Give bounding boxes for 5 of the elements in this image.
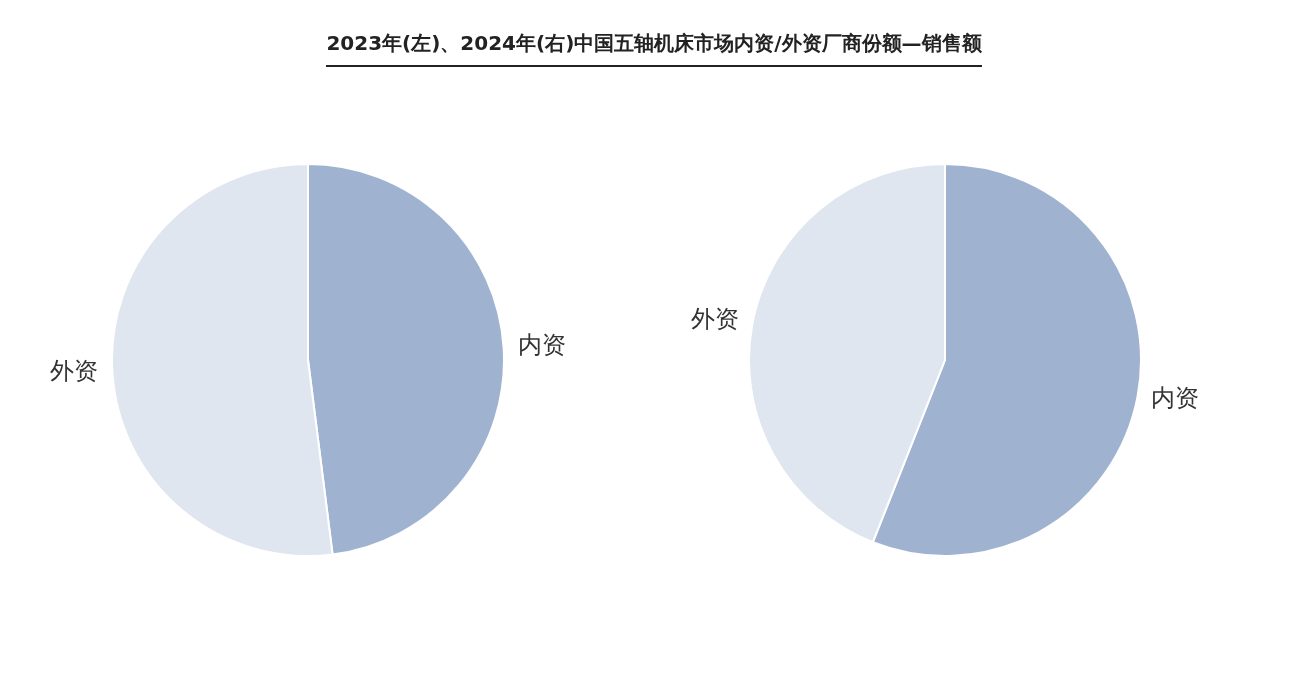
slice-label: 外资 (50, 357, 99, 386)
slice-label: 内资 (1151, 383, 1200, 412)
slice-label: 外资 (690, 304, 739, 333)
slice-label: 内资 (517, 331, 566, 360)
text: 2023年(左)、2024年(右)中国五轴机床市场内资/外资厂商份额—销售额 (326, 30, 982, 67)
